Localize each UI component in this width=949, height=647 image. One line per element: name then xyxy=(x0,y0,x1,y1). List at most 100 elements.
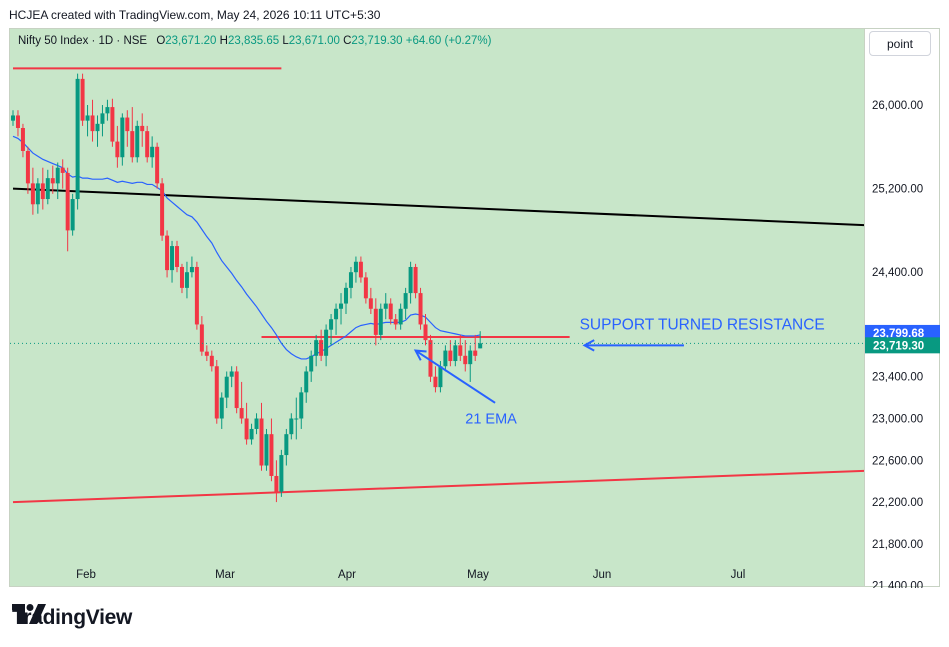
candle-body xyxy=(398,308,403,325)
candle-body xyxy=(30,183,35,205)
candle-body xyxy=(204,351,209,356)
candle-body xyxy=(393,319,398,325)
candle-body xyxy=(115,141,120,158)
candle-body xyxy=(40,183,45,200)
candle-body xyxy=(85,115,90,121)
candle-body xyxy=(453,345,458,362)
candle-body xyxy=(259,418,264,466)
candle-body xyxy=(95,123,100,132)
candle-body xyxy=(249,428,254,440)
candle-body xyxy=(239,408,244,419)
candle-body xyxy=(274,475,279,492)
candle-body xyxy=(309,355,314,372)
y-tick-label: 21,800.00 xyxy=(872,539,923,551)
candle-body xyxy=(373,308,378,335)
candle-body xyxy=(433,376,438,388)
tradingview-brand[interactable]: TradingView xyxy=(12,604,132,632)
candle-body xyxy=(428,340,433,377)
candle-body xyxy=(170,246,175,271)
candle-body xyxy=(189,266,194,273)
y-tick-label: 22,600.00 xyxy=(872,455,923,467)
price-axis[interactable]: 26,000.00 25,200.00 24,400.00 23,400.00 23,0… xyxy=(865,28,940,588)
low-value: 23,671.00 xyxy=(288,35,340,47)
open-key: O xyxy=(156,35,166,47)
y-tick-label: 22,200.00 xyxy=(872,497,923,509)
candle-body xyxy=(378,308,383,335)
candle-body xyxy=(135,125,140,158)
candle-body xyxy=(130,131,135,158)
candle-body xyxy=(448,350,453,362)
point-mode-button[interactable]: point xyxy=(869,31,931,56)
chart-background xyxy=(10,29,864,586)
candle-body xyxy=(319,340,324,356)
candle-body xyxy=(75,78,80,200)
candle-body xyxy=(314,340,319,356)
candle-body xyxy=(413,266,418,294)
candle-body xyxy=(473,350,478,356)
candle-body xyxy=(388,303,393,320)
candle-body xyxy=(368,298,373,309)
candle-body xyxy=(150,146,155,158)
x-tick-label-jun: Jun xyxy=(593,569,612,581)
candle-body xyxy=(478,343,483,349)
candle-body xyxy=(15,115,20,128)
candle-body xyxy=(358,261,363,278)
candle-body xyxy=(284,434,289,456)
candle-body xyxy=(184,272,189,288)
annotation-label-1: SUPPORT TURNED RESISTANCE xyxy=(580,317,825,334)
candle-body xyxy=(269,434,274,476)
chart-pane[interactable]: Feb Mar Apr May Jun Jul SUPPORT TURNED RESISTA… xyxy=(9,28,865,587)
candle-body xyxy=(289,418,294,435)
candle-body xyxy=(304,371,309,393)
annotation-arrow-2-head xyxy=(413,349,427,361)
candle-body xyxy=(65,172,70,231)
candle-body xyxy=(140,125,145,132)
candle-body xyxy=(334,308,339,320)
candle-body xyxy=(403,293,408,309)
annotation-arrow-2 xyxy=(415,349,496,404)
candle-body xyxy=(229,371,234,377)
candle-body xyxy=(199,324,204,352)
y-tick-label: 23,400.00 xyxy=(872,372,923,384)
candle-body xyxy=(294,418,299,420)
chart-caption: HCJEA created with TradingView.com, May … xyxy=(9,8,381,22)
candle-body xyxy=(80,78,85,121)
high-value: 23,835.65 xyxy=(227,35,280,47)
x-tick-label-feb: Feb xyxy=(76,569,96,581)
close-value: 23,719.30 xyxy=(351,35,403,47)
candle-body xyxy=(299,392,304,419)
candle-body xyxy=(145,131,150,158)
y-tick-label: 23,000.00 xyxy=(872,414,923,426)
candle-body xyxy=(279,455,284,492)
x-tick-label-jul: Jul xyxy=(731,569,746,581)
candle-body xyxy=(219,397,224,419)
drawn-line-2 xyxy=(12,187,864,227)
symbol-label: Nifty 50 Index · 1D · NSE xyxy=(18,35,148,47)
price-badge-2 xyxy=(865,337,940,354)
candle-body xyxy=(224,376,229,398)
tradingview-logo-icon xyxy=(12,604,46,624)
candle-body xyxy=(55,167,60,184)
candle-body xyxy=(160,183,165,236)
candle-body xyxy=(234,371,239,409)
candle-body xyxy=(418,293,423,325)
price-badge-1 xyxy=(865,324,940,341)
price-badge-text-2: 23,719.30 xyxy=(873,340,924,352)
y-tick-label: 21,400.00 xyxy=(872,581,923,588)
candle-body xyxy=(353,261,358,273)
candle-body xyxy=(25,150,30,184)
candlestick-chart[interactable]: Feb Mar Apr May Jun Jul SUPPORT TURNED RESISTA… xyxy=(10,29,865,587)
candle-body xyxy=(120,117,125,158)
candle-body xyxy=(11,115,15,121)
x-tick-label-mar: Mar xyxy=(215,569,235,581)
candle-body xyxy=(175,246,180,267)
candle-body xyxy=(125,117,130,132)
candle-body xyxy=(45,178,50,200)
candle-body xyxy=(165,235,170,271)
x-tick-label-apr: Apr xyxy=(338,569,356,581)
candle-body xyxy=(105,107,110,114)
time-axis-strip xyxy=(10,562,864,586)
candle-body xyxy=(110,107,115,142)
candle-body xyxy=(458,345,463,356)
candle-body xyxy=(423,324,428,341)
